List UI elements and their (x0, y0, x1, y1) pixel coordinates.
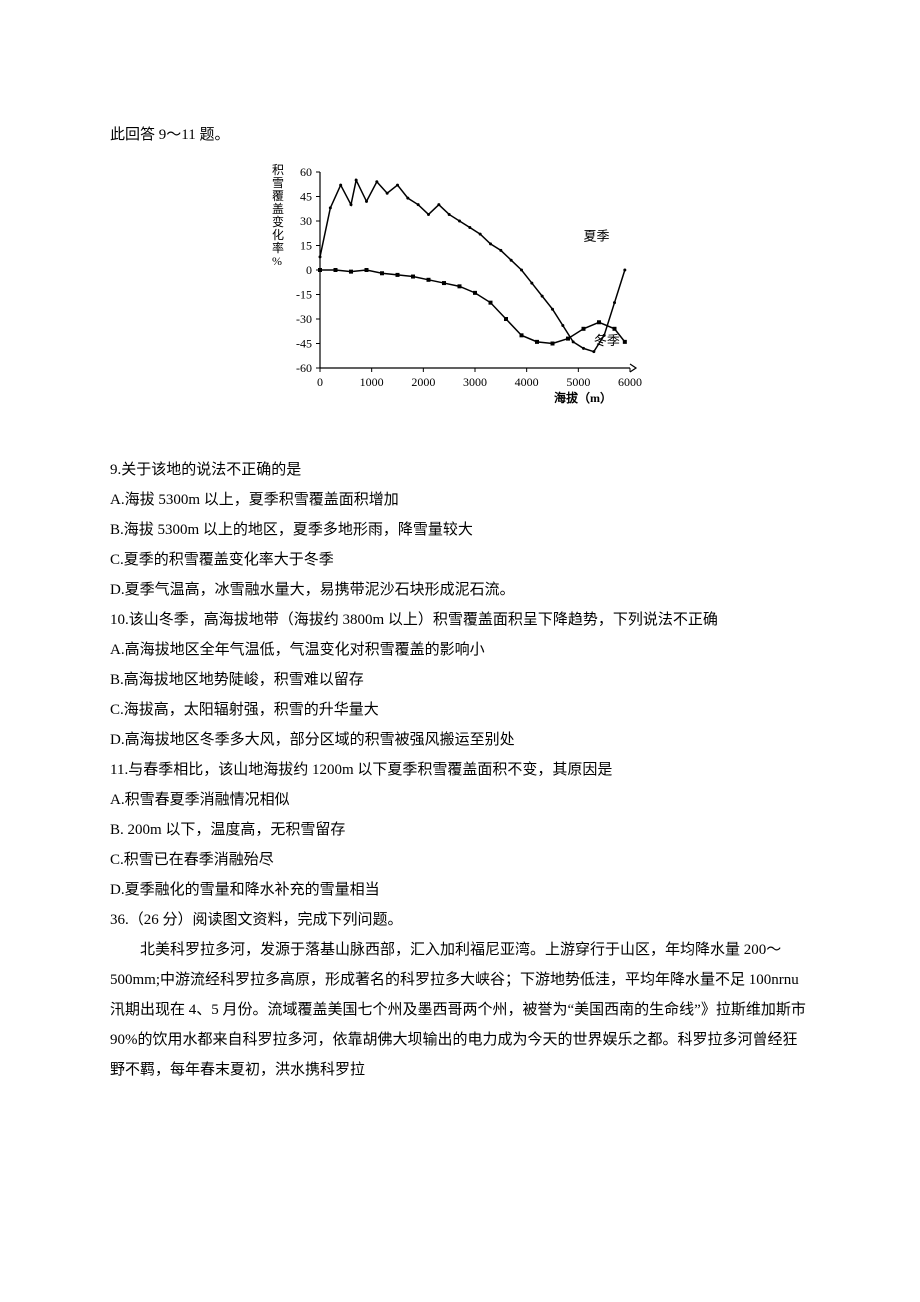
q11-stem: 11.与春季相比，该山地海拔约 1200m 以下夏季积雪覆盖面积不变，其原因是 (110, 755, 810, 785)
svg-text:1000: 1000 (360, 375, 384, 389)
svg-text:变: 变 (272, 214, 284, 229)
svg-text:6000: 6000 (618, 375, 642, 389)
svg-text:雪: 雪 (272, 176, 284, 190)
svg-text:-30: -30 (296, 312, 312, 326)
snow-cover-line-chart: -60 -45 -30 -15 0 15 30 45 60 0 1000 2000 3000 4000 50… (250, 160, 670, 420)
q11-option-b: B. 200m 以下，温度高，无积雪留存 (110, 815, 810, 845)
svg-text:-60: -60 (296, 361, 312, 375)
q10-stem: 10.该山冬季，高海拔地带（海拔约 3800m 以上）积雪覆盖面积呈下降趋势，下… (110, 605, 810, 635)
svg-text:覆: 覆 (272, 189, 284, 203)
svg-text:30: 30 (300, 214, 312, 228)
svg-text:4000: 4000 (515, 375, 539, 389)
q36-stem: 36.（26 分）阅读图文资料，完成下列问题。 (110, 905, 810, 935)
q9-option-d: D.夏季气温高，冰雪融水量大，易携带泥沙石块形成泥石流。 (110, 575, 810, 605)
svg-text:-45: -45 (296, 337, 312, 351)
q36-paragraph: 北美科罗拉多河，发源于落基山脉西部，汇入加利福尼亚湾。上游穿行于山区，年均降水量… (110, 935, 810, 1085)
svg-text:45: 45 (300, 190, 312, 204)
svg-text:盖: 盖 (272, 202, 284, 216)
q9-option-a: A.海拔 5300m 以上，夏季积雪覆盖面积增加 (110, 485, 810, 515)
q10-option-b: B.高海拔地区地势陡峻，积雪难以留存 (110, 665, 810, 695)
svg-text:化: 化 (272, 228, 284, 242)
q10-option-d: D.高海拔地区冬季多大风，部分区域的积雪被强风搬运至别处 (110, 725, 810, 755)
svg-text:率: 率 (272, 240, 284, 255)
svg-text:0: 0 (306, 263, 312, 277)
q11-option-a: A.积雪春夏季消融情况相似 (110, 785, 810, 815)
svg-text:夏季: 夏季 (584, 229, 610, 244)
svg-text:15: 15 (300, 239, 312, 253)
chart-container: -60 -45 -30 -15 0 15 30 45 60 0 1000 2000 3000 4000 50… (110, 160, 810, 431)
svg-text:60: 60 (300, 165, 312, 179)
svg-text:海拔（m）: 海拔（m） (554, 390, 612, 405)
svg-text:3000: 3000 (463, 375, 487, 389)
q10-option-a: A.高海拔地区全年气温低，气温变化对积雪覆盖的影响小 (110, 635, 810, 665)
document-page: 此回答 9～11 题。 -60 -45 -30 -15 0 15 30 45 60 0 1000 20… (0, 0, 920, 1302)
svg-text:0: 0 (317, 375, 323, 389)
q9-stem: 9.关于该地的说法不正确的是 (110, 455, 810, 485)
svg-text:5000: 5000 (566, 375, 590, 389)
svg-text:冬季: 冬季 (594, 333, 620, 348)
q11-option-c: C.积雪已在春季消融殆尽 (110, 845, 810, 875)
q9-option-b: B.海拔 5300m 以上的地区，夏季多地形雨，降雪量较大 (110, 515, 810, 545)
svg-text:%: % (272, 254, 282, 268)
q11-option-d: D.夏季融化的雪量和降水补充的雪量相当 (110, 875, 810, 905)
svg-text:-15: -15 (296, 288, 312, 302)
svg-text:积: 积 (272, 163, 284, 177)
intro-line: 此回答 9～11 题。 (110, 120, 810, 150)
svg-text:2000: 2000 (411, 375, 435, 389)
q10-option-c: C.海拔高，太阳辐射强，积雪的升华量大 (110, 695, 810, 725)
q9-option-c: C.夏季的积雪覆盖变化率大于冬季 (110, 545, 810, 575)
